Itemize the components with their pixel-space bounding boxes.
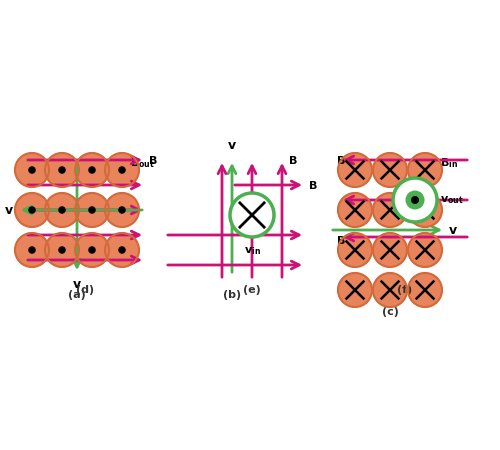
Circle shape	[45, 193, 79, 227]
Text: $\mathbf{B}$: $\mathbf{B}$	[308, 179, 318, 191]
Circle shape	[105, 233, 139, 267]
Circle shape	[373, 153, 407, 187]
Text: (e): (e)	[243, 285, 261, 295]
Circle shape	[338, 193, 372, 227]
Circle shape	[373, 233, 407, 267]
Circle shape	[105, 153, 139, 187]
Text: (a): (a)	[68, 290, 86, 300]
Circle shape	[373, 193, 407, 227]
Circle shape	[45, 153, 79, 187]
Text: (d): (d)	[76, 285, 94, 295]
Circle shape	[75, 233, 109, 267]
Text: $\mathbf{v}$: $\mathbf{v}$	[72, 278, 82, 291]
Text: $\mathbf{v}_{\mathbf{in}}$: $\mathbf{v}_{\mathbf{in}}$	[244, 245, 260, 257]
Circle shape	[89, 247, 95, 253]
Circle shape	[59, 167, 65, 173]
Circle shape	[230, 193, 274, 237]
Circle shape	[15, 193, 49, 227]
Circle shape	[45, 233, 79, 267]
Circle shape	[59, 207, 65, 213]
Text: $\mathbf{v}$: $\mathbf{v}$	[4, 203, 14, 216]
Text: (c): (c)	[382, 307, 398, 317]
Circle shape	[119, 207, 125, 213]
Circle shape	[105, 193, 139, 227]
Circle shape	[75, 153, 109, 187]
Circle shape	[338, 153, 372, 187]
Circle shape	[15, 233, 49, 267]
Circle shape	[408, 153, 442, 187]
Text: $\mathbf{B}$: $\mathbf{B}$	[336, 154, 345, 166]
Circle shape	[406, 191, 424, 209]
Text: $\mathbf{v}$: $\mathbf{v}$	[448, 224, 458, 237]
Circle shape	[408, 273, 442, 307]
Circle shape	[338, 273, 372, 307]
Circle shape	[338, 233, 372, 267]
Text: $\mathbf{v}$: $\mathbf{v}$	[227, 139, 237, 152]
Circle shape	[408, 193, 442, 227]
Circle shape	[373, 273, 407, 307]
Circle shape	[89, 207, 95, 213]
Circle shape	[29, 207, 35, 213]
Circle shape	[119, 247, 125, 253]
Circle shape	[408, 233, 442, 267]
Circle shape	[119, 167, 125, 173]
Circle shape	[29, 167, 35, 173]
Circle shape	[59, 247, 65, 253]
Circle shape	[412, 197, 418, 203]
Text: $\mathbf{B}_{\mathbf{out}}$: $\mathbf{B}_{\mathbf{out}}$	[130, 156, 155, 170]
Text: $\mathbf{B}_{\mathbf{in}}$: $\mathbf{B}_{\mathbf{in}}$	[440, 156, 458, 170]
Circle shape	[15, 153, 49, 187]
Text: (f): (f)	[398, 285, 412, 295]
Circle shape	[75, 193, 109, 227]
Circle shape	[89, 167, 95, 173]
Text: $\mathbf{B}$: $\mathbf{B}$	[336, 234, 345, 246]
Text: $\mathbf{B}$: $\mathbf{B}$	[148, 154, 158, 166]
Text: $\mathbf{B}$: $\mathbf{B}$	[288, 154, 298, 166]
Circle shape	[29, 247, 35, 253]
Circle shape	[393, 178, 437, 222]
Text: (b): (b)	[223, 290, 241, 300]
Text: $\mathbf{v}_{\mathbf{out}}$: $\mathbf{v}_{\mathbf{out}}$	[440, 194, 464, 206]
